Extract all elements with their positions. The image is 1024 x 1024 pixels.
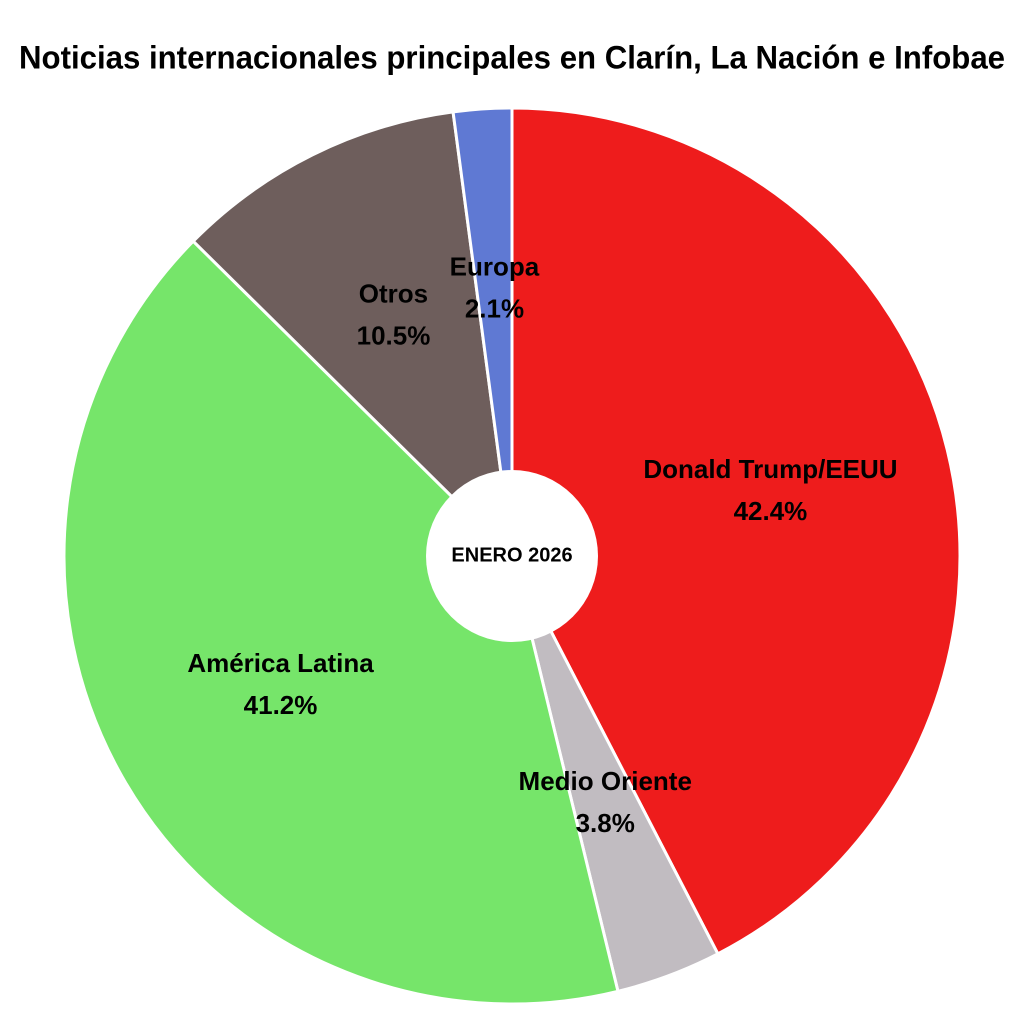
value-label: 10.5% xyxy=(357,321,431,351)
slices xyxy=(62,106,962,1006)
slice-label: Otros xyxy=(359,279,428,309)
slice-label: Donald Trump/EEUU xyxy=(643,454,897,484)
chart-title: Noticias internacionales principales en … xyxy=(19,39,1005,75)
center-label: ENERO 2026 xyxy=(451,544,572,566)
pie-slice xyxy=(510,106,962,956)
pie-slice xyxy=(62,239,620,1006)
slice-label: Medio Oriente xyxy=(519,766,692,796)
slice-label: América Latina xyxy=(187,648,374,678)
value-label: 41.2% xyxy=(244,690,318,720)
value-label: 2.1% xyxy=(465,293,524,323)
value-label: 3.8% xyxy=(576,808,635,838)
slice-label: Europa xyxy=(450,251,540,281)
value-label: 42.4% xyxy=(734,496,808,526)
pie-slice xyxy=(451,106,514,557)
pie-slice xyxy=(191,110,515,561)
center-hole xyxy=(426,470,598,642)
